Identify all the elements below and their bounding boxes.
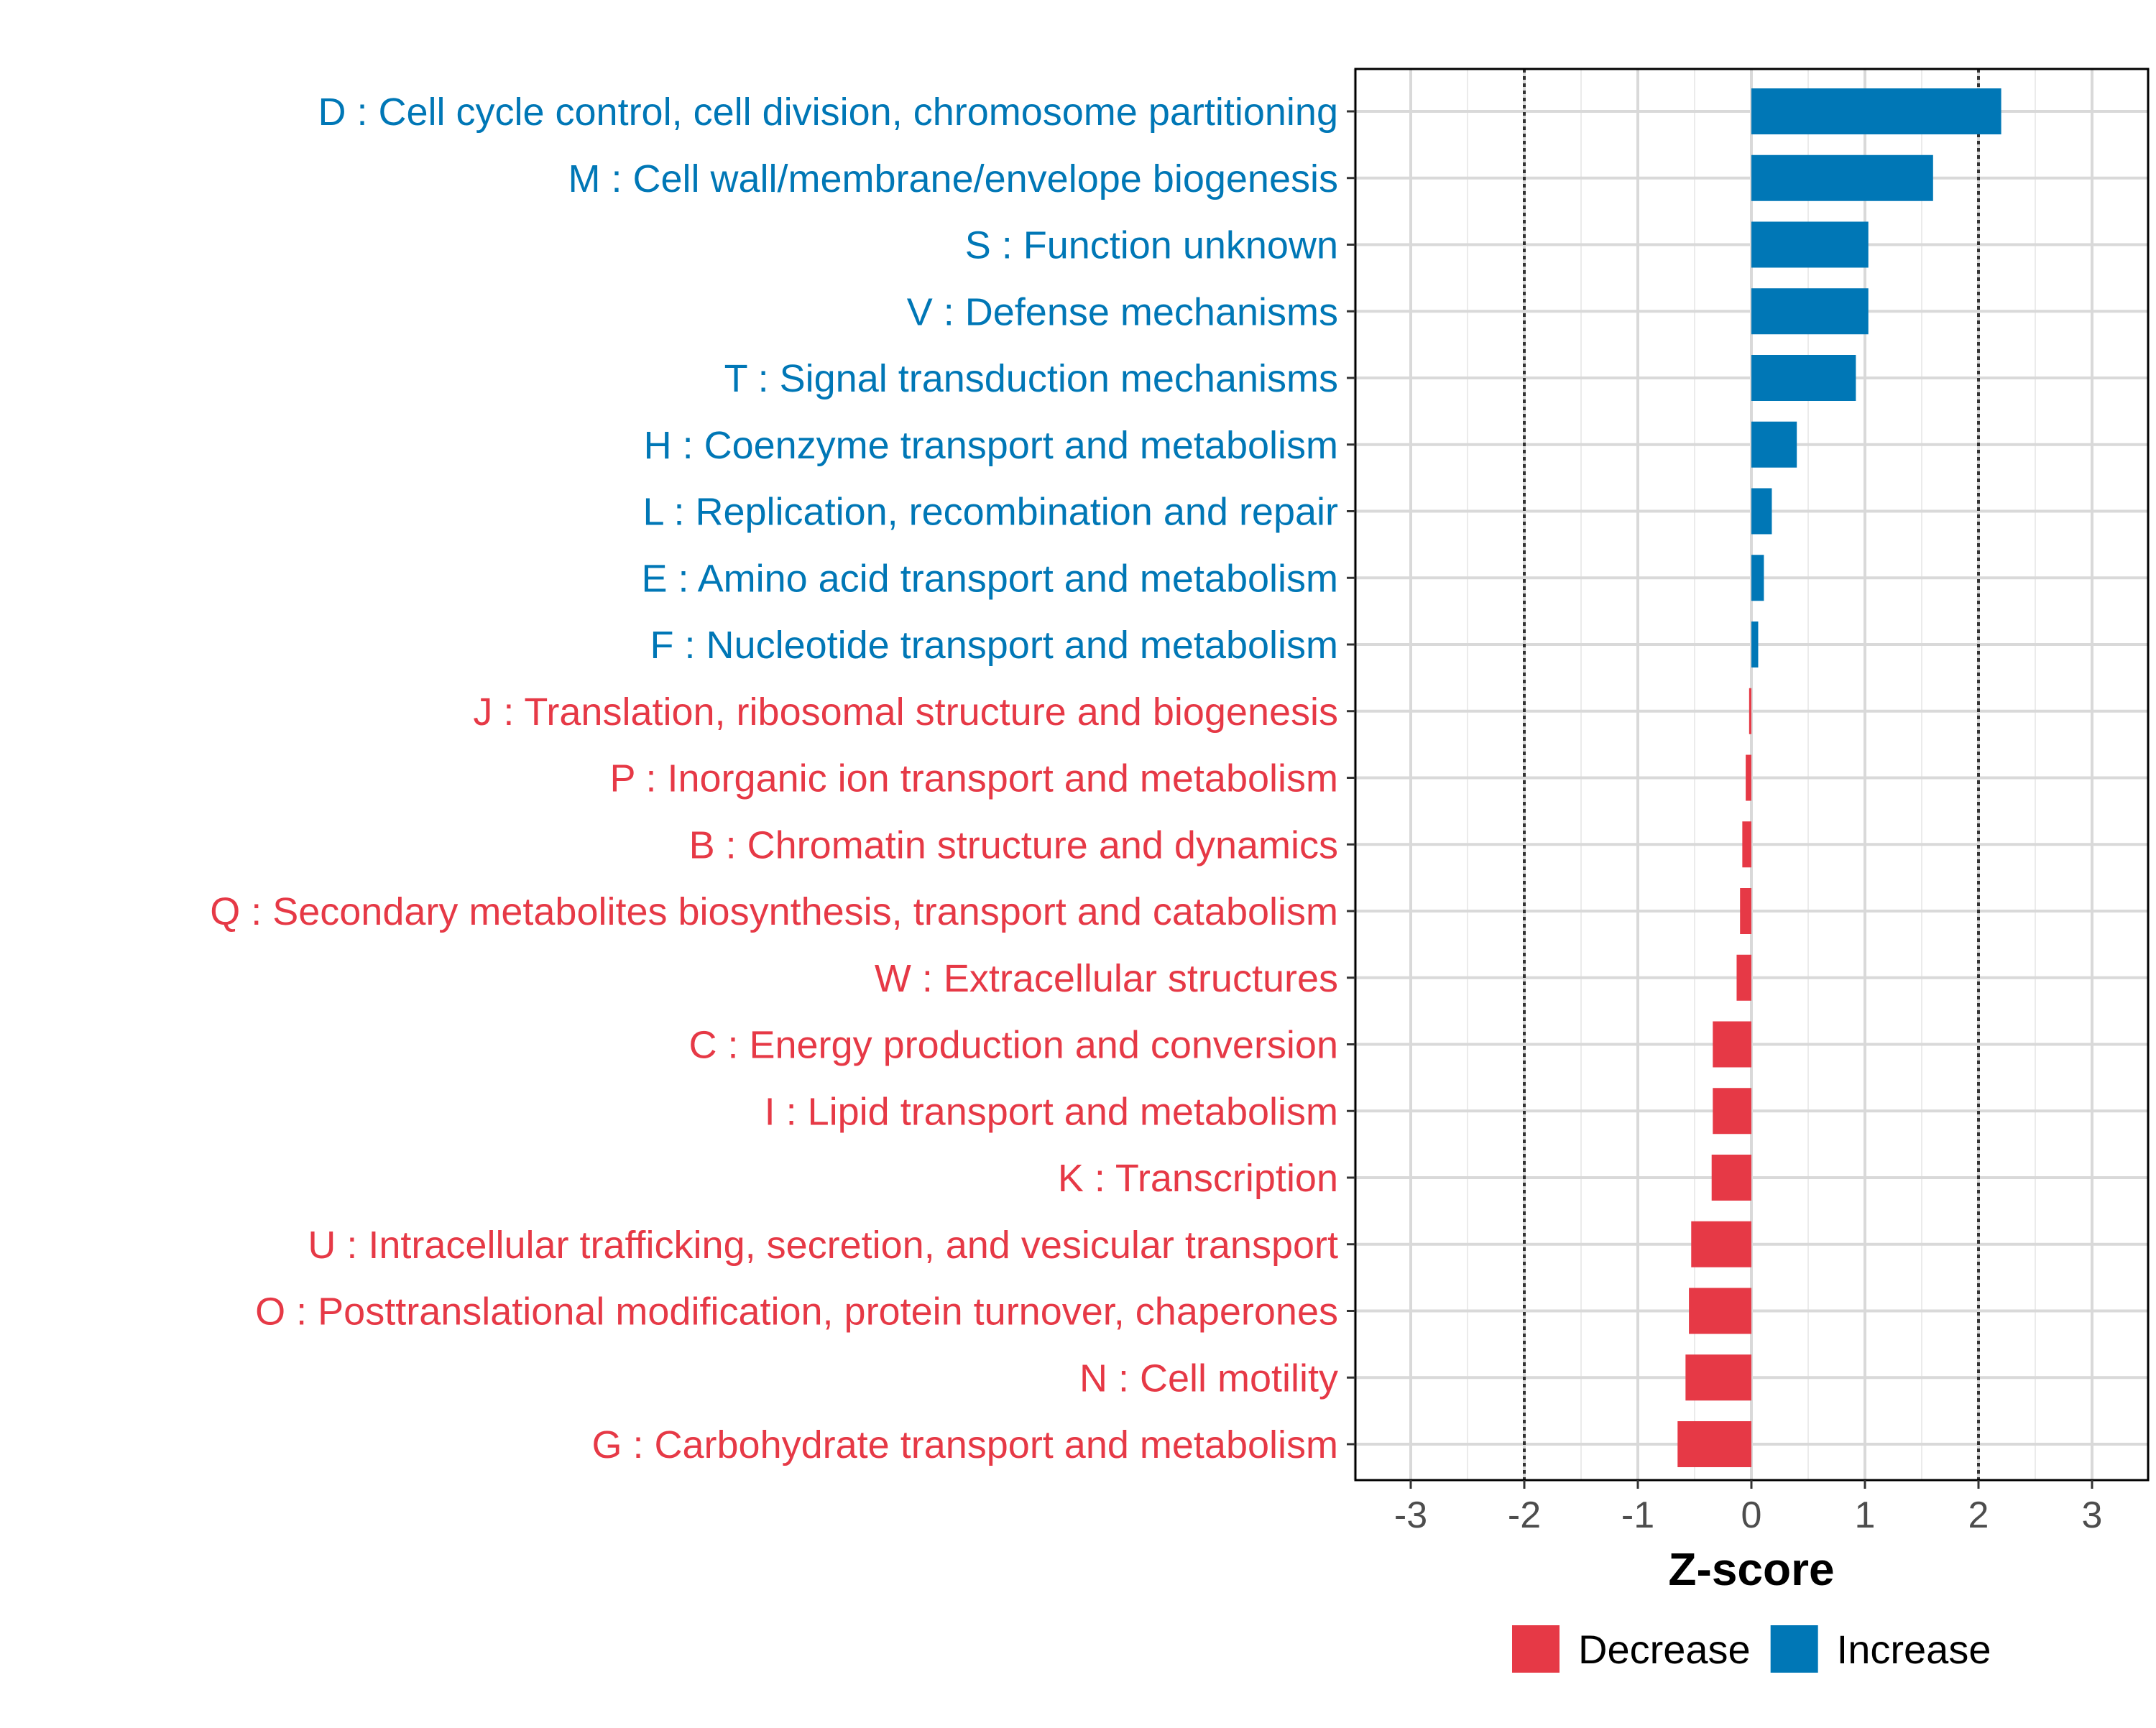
- bar: [1742, 821, 1751, 868]
- category-label: W : Extracellular structures: [875, 957, 1338, 1000]
- category-label: N : Cell motility: [1079, 1357, 1338, 1400]
- category-label: C : Energy production and conversion: [688, 1024, 1338, 1067]
- category-label: S : Function unknown: [965, 224, 1338, 267]
- category-label: D : Cell cycle control, cell division, c…: [318, 91, 1338, 134]
- bar: [1677, 1421, 1751, 1467]
- legend-label: Decrease: [1578, 1627, 1751, 1672]
- x-axis-ticks: -3 -2 -1 0 1 2 3: [1394, 1480, 2103, 1536]
- category-label: K : Transcription: [1058, 1157, 1338, 1200]
- category-label: O : Posttranslational modification, prot…: [255, 1290, 1338, 1334]
- bar: [1751, 221, 1869, 268]
- bar: [1749, 688, 1751, 734]
- bar: [1685, 1354, 1751, 1401]
- bar: [1736, 954, 1751, 1001]
- category-label: G : Carbohydrate transport and metabolis…: [592, 1423, 1339, 1466]
- legend-swatch: [1770, 1625, 1818, 1673]
- bar: [1689, 1288, 1751, 1334]
- category-label: M : Cell wall/membrane/envelope biogenes…: [568, 157, 1338, 200]
- bar: [1751, 622, 1759, 667]
- legend-label: Increase: [1837, 1627, 1991, 1672]
- x-tick-label: 2: [1968, 1494, 1989, 1536]
- legend: Decrease Increase: [1512, 1625, 1991, 1673]
- bar: [1713, 1088, 1751, 1135]
- bar: [1751, 421, 1797, 468]
- bar: [1751, 488, 1772, 535]
- category-label: J : Translation, ribosomal structure and…: [473, 690, 1338, 734]
- bar: [1751, 355, 1856, 401]
- category-label: B : Chromatin structure and dynamics: [689, 823, 1338, 867]
- bar: [1751, 88, 2001, 134]
- category-labels: D : Cell cycle control, cell division, c…: [210, 91, 1338, 1466]
- reference-lines: [1523, 69, 1980, 1480]
- category-label: T : Signal transduction mechanisms: [724, 357, 1338, 400]
- x-tick-label: -2: [1508, 1494, 1541, 1536]
- bar: [1751, 555, 1764, 601]
- category-label: Q : Secondary metabolites biosynthesis, …: [210, 890, 1338, 933]
- bar: [1691, 1221, 1751, 1267]
- category-label: F : Nucleotide transport and metabolism: [650, 624, 1338, 667]
- bar: [1713, 1021, 1751, 1068]
- category-label: U : Intracellular trafficking, secretion…: [308, 1224, 1338, 1267]
- bars: [1677, 88, 2001, 1467]
- bar: [1740, 888, 1751, 934]
- x-tick-label: -3: [1394, 1494, 1427, 1536]
- category-label: P : Inorganic ion transport and metaboli…: [609, 757, 1338, 800]
- x-axis-title: Z-score: [1668, 1543, 1834, 1595]
- x-tick-label: 1: [1855, 1494, 1876, 1536]
- category-label: V : Defense mechanisms: [907, 290, 1338, 333]
- bar: [1751, 154, 1933, 201]
- x-tick-label: 0: [1741, 1494, 1762, 1536]
- y-axis-ticks: [1347, 110, 1355, 1446]
- category-label: I : Lipid transport and metabolism: [765, 1090, 1338, 1133]
- bar: [1751, 288, 1869, 335]
- legend-swatch: [1512, 1625, 1560, 1673]
- category-label: E : Amino acid transport and metabolism: [642, 557, 1338, 600]
- bar: [1746, 754, 1751, 801]
- category-label: H : Coenzyme transport and metabolism: [644, 424, 1338, 467]
- category-label: L : Replication, recombination and repai…: [642, 491, 1338, 534]
- bar: [1711, 1155, 1751, 1201]
- x-tick-label: -1: [1621, 1494, 1654, 1536]
- x-tick-label: 3: [2082, 1494, 2103, 1536]
